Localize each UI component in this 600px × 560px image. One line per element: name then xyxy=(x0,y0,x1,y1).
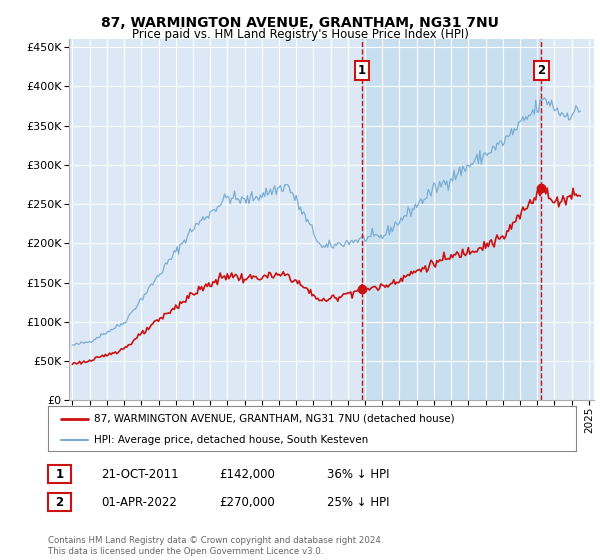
Text: 2: 2 xyxy=(55,496,64,509)
Text: 21-OCT-2011: 21-OCT-2011 xyxy=(101,468,178,481)
Text: Contains HM Land Registry data © Crown copyright and database right 2024.
This d: Contains HM Land Registry data © Crown c… xyxy=(48,536,383,556)
Text: 87, WARMINGTON AVENUE, GRANTHAM, NG31 7NU (detached house): 87, WARMINGTON AVENUE, GRANTHAM, NG31 7N… xyxy=(94,413,455,423)
Text: £270,000: £270,000 xyxy=(219,496,275,509)
Text: 01-APR-2022: 01-APR-2022 xyxy=(101,496,176,509)
Text: 1: 1 xyxy=(55,468,64,481)
Text: HPI: Average price, detached house, South Kesteven: HPI: Average price, detached house, Sout… xyxy=(94,435,369,445)
Text: 1: 1 xyxy=(358,64,365,77)
Text: 25% ↓ HPI: 25% ↓ HPI xyxy=(327,496,389,509)
Text: 36% ↓ HPI: 36% ↓ HPI xyxy=(327,468,389,481)
Text: £142,000: £142,000 xyxy=(219,468,275,481)
Text: 2: 2 xyxy=(538,64,545,77)
Bar xyxy=(362,39,541,400)
Text: 87, WARMINGTON AVENUE, GRANTHAM, NG31 7NU: 87, WARMINGTON AVENUE, GRANTHAM, NG31 7N… xyxy=(101,16,499,30)
Text: Price paid vs. HM Land Registry's House Price Index (HPI): Price paid vs. HM Land Registry's House … xyxy=(131,28,469,41)
